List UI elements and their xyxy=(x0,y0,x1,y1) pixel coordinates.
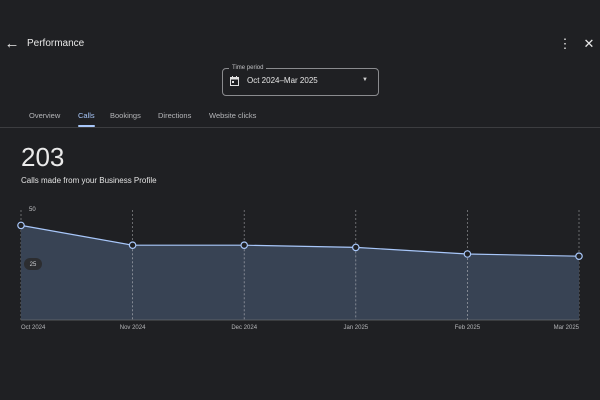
data-point xyxy=(240,241,249,250)
tab-directions[interactable]: Directions xyxy=(158,111,192,120)
x-tick-label: Feb 2025 xyxy=(455,325,481,331)
data-point xyxy=(351,243,360,252)
time-period-label: Time period xyxy=(229,63,267,73)
data-point xyxy=(463,250,472,258)
x-tick-label: Dec 2024 xyxy=(231,325,257,331)
time-period-value: Oct 2024–Mar 2025 xyxy=(247,76,318,85)
tab-calls[interactable]: Calls xyxy=(78,111,95,120)
calls-area-chart: 50 25 Oct 2024 Nov 2024 Dec 2024 Jan 2025 Feb … xyxy=(17,207,583,331)
back-arrow-icon[interactable]: ← xyxy=(4,35,20,52)
tab-bar: Overview Calls Bookings Directions Websi… xyxy=(0,105,600,128)
tabs-divider xyxy=(0,127,600,128)
data-point xyxy=(128,241,137,250)
data-point xyxy=(17,221,25,230)
active-tab-indicator xyxy=(78,125,95,127)
y-tick-label: 50 xyxy=(29,207,36,213)
tab-website-clicks[interactable]: Website clicks xyxy=(209,111,257,120)
page-title: Performance xyxy=(27,38,85,49)
data-point xyxy=(575,252,583,261)
dropdown-caret-icon: ▼ xyxy=(362,77,368,83)
metric-description: Calls made from your Business Profile xyxy=(21,176,157,185)
top-bar: ← Performance ⋮ ✕ xyxy=(0,0,600,60)
y-tick-label: 25 xyxy=(30,262,37,268)
calls-area xyxy=(21,225,579,320)
tab-overview[interactable]: Overview xyxy=(29,111,61,120)
calls-series-line xyxy=(20,224,580,257)
tab-bookings[interactable]: Bookings xyxy=(110,111,141,120)
x-tick-label: Oct 2024 xyxy=(21,325,46,331)
close-icon[interactable]: ✕ xyxy=(583,36,595,51)
x-tick-label: Nov 2024 xyxy=(120,325,146,331)
x-tick-label: Mar 2025 xyxy=(554,325,580,331)
y-tick-pill xyxy=(24,258,42,270)
metric-value: 203 xyxy=(21,142,65,172)
more-vert-icon[interactable]: ⋮ xyxy=(558,36,572,51)
x-tick-label: Jan 2025 xyxy=(343,325,368,331)
calendar-icon xyxy=(230,76,239,86)
time-period-select[interactable]: Time period Oct 2024–Mar 2025 ▼ xyxy=(222,63,379,96)
